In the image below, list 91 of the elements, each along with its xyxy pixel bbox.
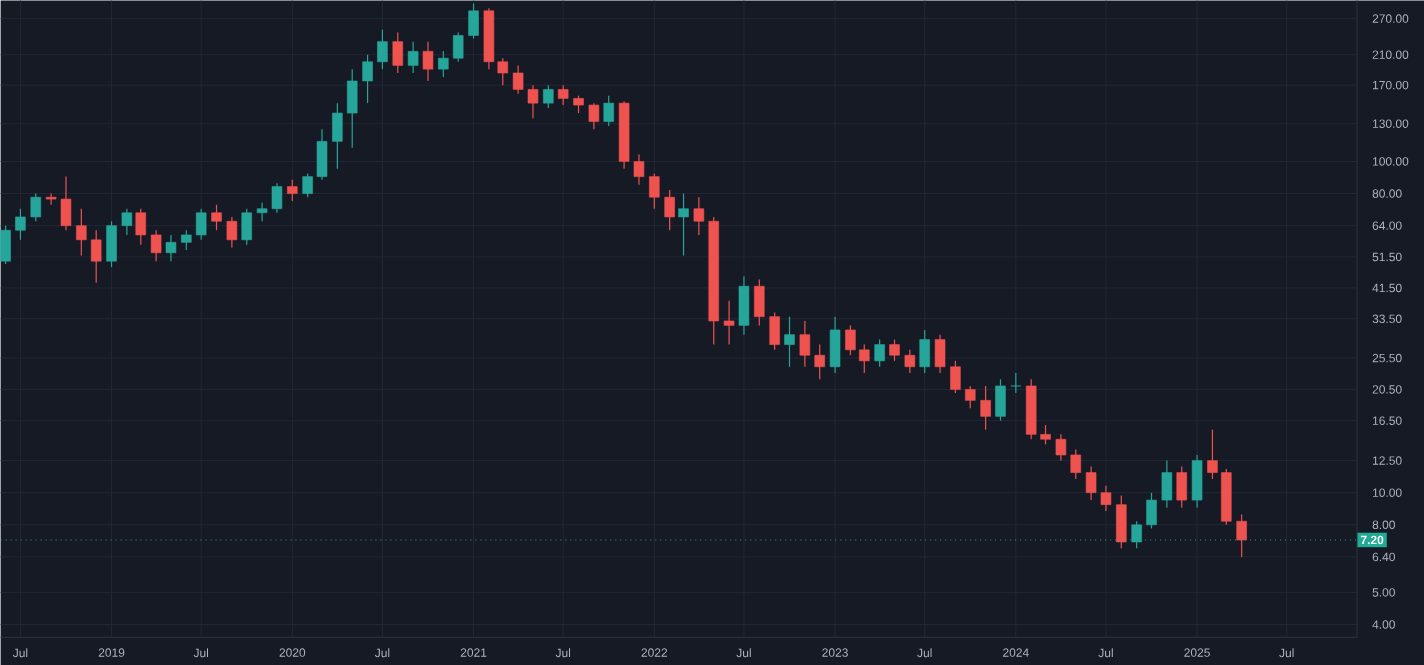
y-tick-label: 64.00	[1372, 221, 1402, 230]
y-tick-label: 20.50	[1372, 385, 1402, 394]
x-tick-label: Jul	[374, 648, 390, 658]
candlestick	[452, 31, 464, 63]
candlestick	[226, 216, 238, 248]
candlestick	[693, 196, 705, 236]
candlestick	[512, 64, 524, 95]
candlestick	[407, 40, 419, 74]
candlestick	[30, 192, 42, 222]
candlestick	[904, 349, 916, 374]
x-tick-label: Jul	[12, 648, 28, 658]
candlestick	[603, 94, 614, 127]
candlestick	[845, 324, 856, 356]
candlestick	[256, 202, 268, 222]
y-tick-label: 210.00	[1372, 50, 1409, 59]
x-tick-label: Jul	[917, 648, 932, 658]
candlestick	[362, 53, 373, 104]
candlestick	[392, 31, 404, 74]
y-tick-label: 25.50	[1372, 353, 1402, 363]
candlestick	[543, 84, 554, 109]
y-tick-label: 270.00	[1372, 14, 1409, 23]
x-tick-label: 2025	[1184, 648, 1210, 657]
candlestick	[1040, 424, 1051, 445]
candlestick	[1236, 513, 1247, 558]
x-tick-label: Jul	[193, 648, 209, 658]
candlestick	[1070, 448, 1081, 480]
candlestick	[965, 385, 976, 409]
x-tick-label: 2020	[279, 648, 306, 657]
candlestick	[165, 234, 177, 262]
candlestick	[287, 179, 298, 202]
candlestick	[678, 192, 689, 256]
x-tick-label: 2024	[1003, 648, 1029, 657]
candlestick	[135, 207, 147, 246]
candlestick	[121, 207, 133, 236]
y-tick-label: 5.00	[1372, 588, 1395, 597]
candlestick	[723, 299, 735, 346]
y-tick-label: 6.40	[1372, 552, 1395, 562]
candlestick	[45, 192, 57, 206]
candlestick	[497, 57, 509, 86]
candlestick	[784, 315, 795, 368]
candlestick	[874, 338, 885, 368]
candlestick	[15, 207, 26, 241]
y-tick-label: 16.50	[1373, 416, 1402, 425]
y-tick-label: 170.00	[1373, 80, 1409, 90]
y-tick-label: 80.00	[1372, 189, 1402, 198]
candlestick	[527, 84, 539, 119]
candlestick	[859, 343, 870, 374]
candlestick	[422, 40, 434, 82]
y-tick-label: 4.00	[1372, 620, 1395, 629]
candlestick	[271, 182, 283, 214]
ref-line-label: 7.20	[1360, 535, 1384, 545]
candlestick	[302, 172, 313, 198]
x-tick-label: Jul	[555, 648, 571, 658]
candlestick	[1207, 428, 1218, 480]
candlestick	[588, 102, 600, 130]
candlestick	[150, 229, 162, 262]
candlestick	[90, 229, 102, 284]
candlestick	[980, 385, 991, 431]
x-tick-label: Jul	[1279, 648, 1294, 658]
candlestick	[1010, 372, 1022, 394]
y-tick-label: 100.00	[1373, 157, 1409, 166]
y-tick-label: 8.00	[1372, 520, 1395, 529]
candlestick	[1085, 465, 1097, 501]
candlestick	[181, 229, 192, 251]
candlestick	[211, 204, 222, 231]
candlestick	[633, 153, 645, 186]
candlestick	[557, 84, 569, 106]
candlestick	[950, 360, 961, 394]
candlestick	[664, 189, 675, 231]
candlestick	[1055, 433, 1067, 462]
candlestick	[1100, 484, 1112, 512]
candlestick	[799, 320, 811, 368]
candlestick	[195, 207, 207, 241]
y-tick-label: 12.50	[1373, 456, 1402, 465]
y-tick-label: 41.50	[1372, 283, 1402, 293]
candlestick	[649, 172, 660, 210]
x-tick-label: 2021	[460, 648, 487, 657]
candlestick	[438, 50, 449, 78]
y-tick-label: 10.00	[1373, 488, 1402, 497]
y-tick-label: 51.50	[1372, 252, 1402, 262]
candlestick	[889, 338, 900, 362]
candlestick	[377, 28, 388, 70]
x-tick-label: Jul	[736, 648, 751, 658]
x-tick-label: Jul	[1098, 648, 1113, 658]
x-tick-label: 2022	[641, 648, 668, 657]
y-tick-label: 130.00	[1373, 119, 1409, 128]
candlestick	[76, 207, 87, 256]
candlestick	[814, 343, 825, 380]
x-tick-label: 2019	[98, 648, 125, 657]
y-tick-label: 33.50	[1372, 314, 1402, 323]
x-tick-label: 2023	[822, 648, 848, 657]
